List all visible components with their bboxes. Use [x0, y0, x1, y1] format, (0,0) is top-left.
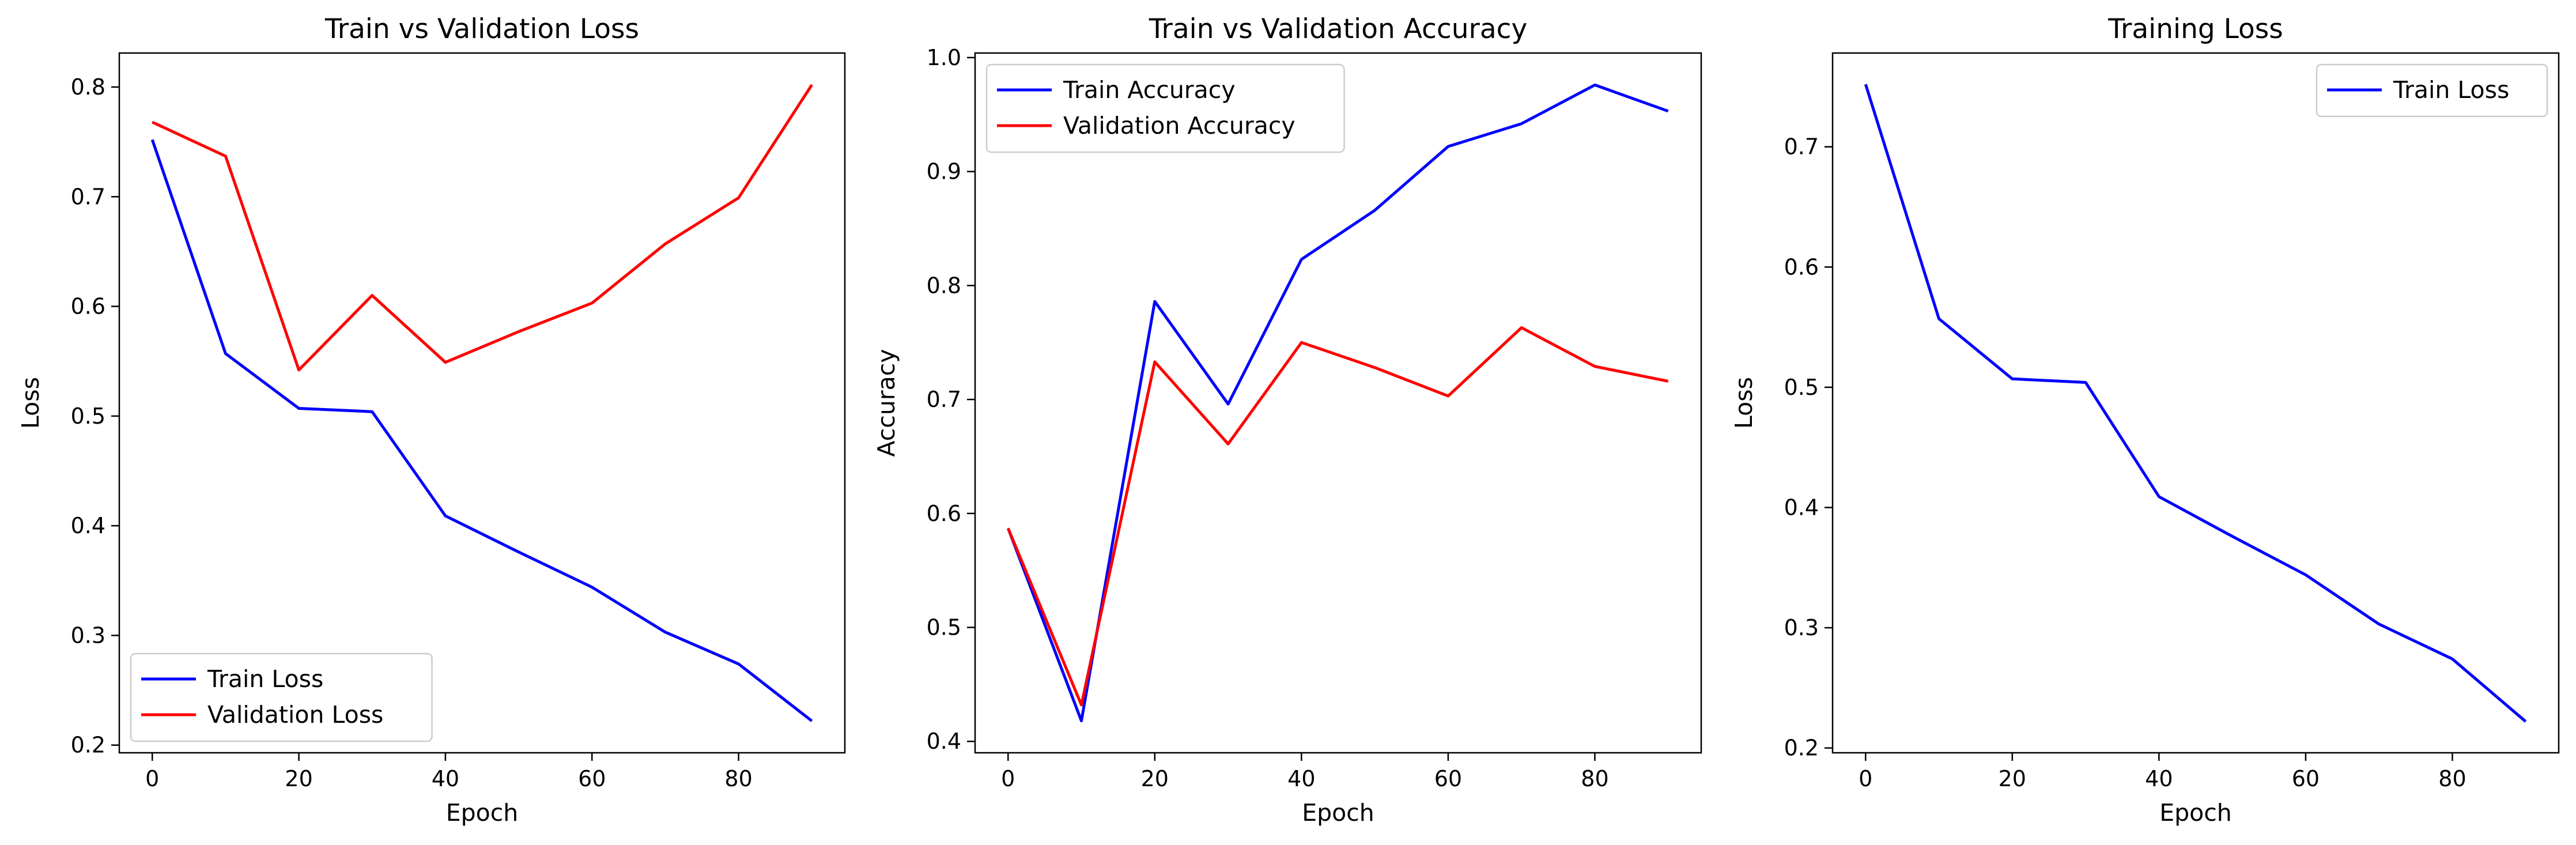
plot-frame: [118, 52, 846, 754]
x-tick-label: 60: [2292, 766, 2320, 791]
legend-entry: Validation Loss: [207, 701, 383, 729]
legend-entry: Train Accuracy: [1063, 76, 1236, 104]
x-tick-label: 0: [145, 766, 159, 791]
y-tick-label: 0.2: [1784, 735, 1819, 761]
y-tick-label: 0.2: [71, 733, 105, 758]
y-axis-label: Loss: [17, 377, 44, 429]
chart-title: Train vs Validation Accuracy: [1149, 13, 1528, 45]
chart-3: 0 20 40 60 80 0.2 0.3 0.4 0.5 0.6 0.7 Training Loss…: [1730, 13, 2560, 827]
chart-title: Train vs Validation Loss: [324, 13, 639, 45]
series-line-2: [152, 84, 813, 372]
y-tick-label: 0.7: [71, 184, 105, 209]
legend-entry: Validation Accuracy: [1063, 112, 1295, 139]
x-axis-label: Epoch: [2159, 799, 2232, 827]
y-tick-label: 0.3: [71, 623, 105, 648]
x-tick-label: 80: [724, 766, 752, 791]
y-tick-label: 0.6: [71, 294, 105, 319]
y-tick-label: 0.3: [1784, 615, 1819, 640]
series-line-1: [1864, 84, 2527, 723]
x-tick-label: 80: [1581, 766, 1608, 791]
y-tick-label: 0.6: [1784, 254, 1819, 280]
y-tick-label: 0.6: [927, 501, 961, 526]
x-tick-label: 40: [1287, 766, 1315, 791]
chart-2: 0 20 40 60 80 0.4 0.5 0.6 0.7 0.8 0.9 1.0 Train vs V…: [872, 13, 1702, 827]
x-axis-label: Epoch: [446, 799, 519, 827]
y-tick-label: 0.4: [71, 513, 105, 538]
legend: Train Loss Validation Loss: [130, 652, 433, 742]
x-tick-label: 20: [285, 766, 312, 791]
x-tick-label: 80: [2438, 766, 2466, 791]
y-axis-label: Loss: [1730, 377, 1758, 429]
series-line-1: [1006, 83, 1669, 723]
y-axis-label: Accuracy: [872, 349, 900, 457]
plot-frame: [974, 52, 1702, 754]
y-tick-label: 0.9: [927, 159, 961, 184]
x-tick-label: 40: [2145, 766, 2173, 791]
plot-frame: [1831, 52, 2560, 754]
legend-box: [2316, 63, 2548, 118]
x-tick-label: 0: [1001, 766, 1015, 791]
y-tick-label: 0.5: [1784, 375, 1819, 400]
y-tick-label: 0.4: [927, 729, 961, 754]
x-tick-label: 20: [1141, 766, 1169, 791]
series-line-1: [150, 139, 813, 722]
x-tick-label: 60: [578, 766, 606, 791]
y-tick-label: 0.4: [1784, 495, 1819, 520]
x-tick-label: 40: [432, 766, 459, 791]
legend-box: [130, 652, 433, 742]
y-tick-label: 0.5: [927, 615, 961, 640]
x-tick-label: 0: [1859, 766, 1872, 791]
legend-entry: Train Loss: [207, 665, 323, 693]
y-tick-label: 0.5: [71, 403, 105, 429]
x-tick-label: 20: [1999, 766, 2026, 791]
y-tick-label: 0.8: [927, 273, 961, 298]
y-tick-label: 0.7: [1784, 134, 1819, 160]
series-line-2: [1006, 326, 1669, 707]
y-tick-label: 0.8: [71, 74, 105, 100]
legend-box: [985, 63, 1345, 153]
x-axis-label: Epoch: [1302, 799, 1374, 827]
legend: Train Loss: [2316, 63, 2548, 118]
legend: Train Accuracy Validation Accuracy: [985, 63, 1345, 153]
legend-entry: Train Loss: [2393, 76, 2509, 104]
y-tick-label: 1.0: [927, 45, 961, 70]
chart-1: 0 20 40 60 80 0.2 0.3 0.4 0.5 0.6 0.7 0.8 Train vs V…: [17, 13, 846, 827]
chart-title: Training Loss: [2107, 13, 2283, 45]
y-tick-label: 0.7: [927, 387, 961, 412]
x-tick-label: 60: [1434, 766, 1462, 791]
